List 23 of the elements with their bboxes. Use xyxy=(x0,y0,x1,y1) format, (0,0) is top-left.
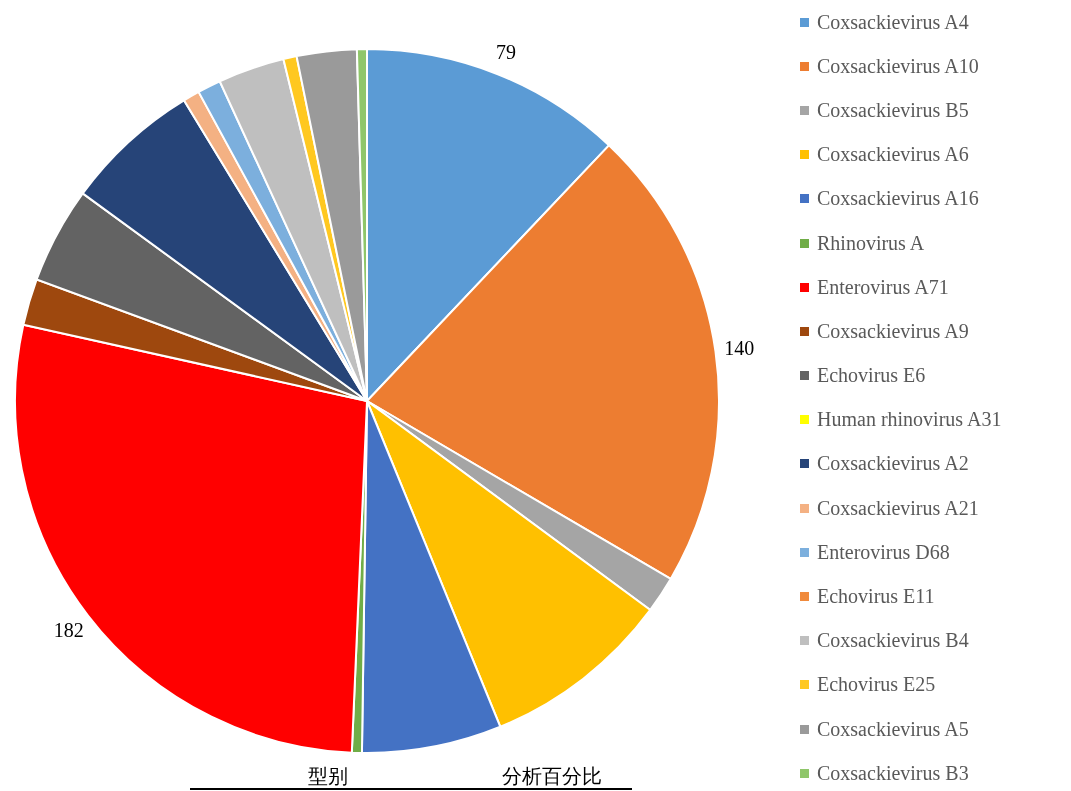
legend-label: Coxsackievirus A10 xyxy=(817,54,979,78)
legend-label: Coxsackievirus A6 xyxy=(817,143,969,167)
legend-label: Coxsackievirus A9 xyxy=(817,319,969,343)
text: 型别 xyxy=(308,764,348,788)
legend-label: Enterovirus A71 xyxy=(817,275,949,299)
legend-label: Coxsackievirus A16 xyxy=(817,187,979,211)
legend-label: Rhinovirus A xyxy=(817,231,925,255)
legend-label: Coxsackievirus B5 xyxy=(817,98,969,122)
data-label: 182 xyxy=(53,618,84,641)
data-label: 140 xyxy=(724,336,755,359)
legend-label: Coxsackievirus A2 xyxy=(817,452,969,476)
legend-label: Coxsackievirus A5 xyxy=(817,717,969,741)
legend-label: Echovirus E11 xyxy=(817,585,935,609)
text: 分析百分比 xyxy=(502,764,602,788)
legend-label: Enterovirus D68 xyxy=(817,540,950,564)
legend-label: Coxsackievirus B4 xyxy=(817,629,969,653)
legend-label: Coxsackievirus A4 xyxy=(817,10,969,34)
legend-label: Echovirus E6 xyxy=(817,364,926,388)
legend-label: Coxsackievirus A21 xyxy=(817,496,979,520)
data-label: 79 xyxy=(496,40,517,63)
legend-label: Human rhinovirus A31 xyxy=(817,408,1002,432)
legend-label: Coxsackievirus B3 xyxy=(817,761,969,785)
legend-label: Echovirus E25 xyxy=(817,673,936,697)
